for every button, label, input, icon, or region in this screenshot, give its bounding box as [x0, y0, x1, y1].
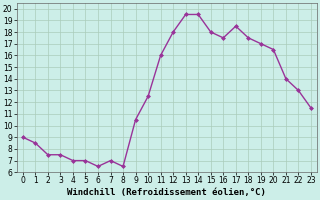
X-axis label: Windchill (Refroidissement éolien,°C): Windchill (Refroidissement éolien,°C)	[68, 188, 266, 197]
